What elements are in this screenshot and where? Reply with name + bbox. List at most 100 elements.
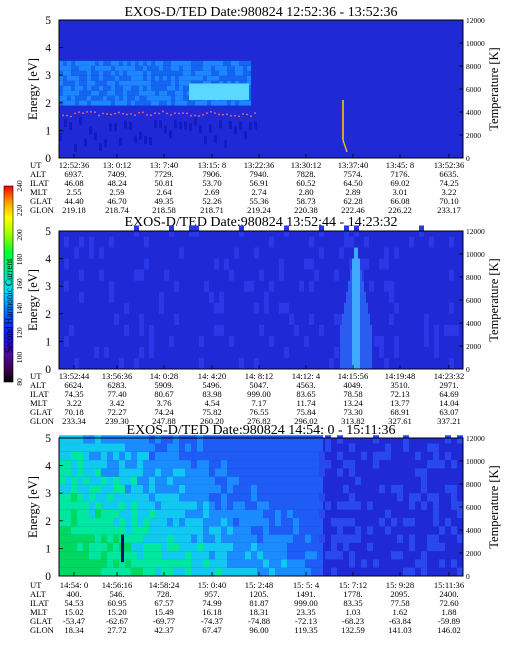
spectrogram-cell <box>95 90 99 96</box>
spectrogram-cell <box>311 518 317 527</box>
spectrogram-cell <box>299 468 305 477</box>
table-cell: 14:54: 0 <box>60 580 88 590</box>
spectrogram-cell <box>314 269 319 281</box>
spectrogram-cell <box>131 70 135 76</box>
spectrogram-cell <box>89 526 95 535</box>
table-cell: 3.01 <box>392 187 407 197</box>
spectrogram-cell <box>275 476 281 485</box>
spectrogram-cell <box>231 60 235 66</box>
spectrogram-cell <box>305 518 311 527</box>
spectrogram-cell <box>149 559 155 568</box>
spectrogram-cell <box>231 83 234 101</box>
data-point <box>230 115 232 117</box>
spectrogram-cell <box>79 80 83 86</box>
spectrogram-cell <box>415 559 421 568</box>
spectrogram-cell <box>163 60 167 66</box>
spectrogram-cell <box>147 65 151 71</box>
spectrogram-cell <box>339 313 344 325</box>
spectrogram-cell <box>137 468 143 477</box>
spectrogram-cell <box>179 518 185 527</box>
spectrogram-cell <box>349 460 355 469</box>
spectrogram-cell <box>207 83 210 101</box>
spectrogram-cell <box>247 75 251 81</box>
spectrogram-cell <box>83 60 87 66</box>
spectrogram-cell <box>179 484 185 494</box>
table-cell: 7176. <box>390 169 409 179</box>
spectrogram-cell <box>293 551 299 560</box>
spectrogram-cell <box>107 75 111 81</box>
spectrogram-cell <box>123 70 127 76</box>
spectrogram-cell <box>397 484 403 494</box>
y2-tick-label: 8000 <box>466 62 481 71</box>
spectrogram-cell <box>235 70 239 76</box>
spectrogram-cell <box>125 476 131 485</box>
data-point <box>114 112 116 115</box>
spectrogram-cell <box>293 476 299 485</box>
spectrogram-cell <box>433 518 439 527</box>
spectrogram-cell <box>245 551 251 560</box>
spectrogram-cell <box>454 324 459 336</box>
spectrogram-cell <box>71 526 77 535</box>
table-cell: 219.18 <box>62 205 86 215</box>
spectrogram-cell <box>449 236 454 248</box>
spectrogram-cell <box>59 476 65 485</box>
spectrogram-cell <box>131 509 137 519</box>
table-cell: 44.40 <box>64 196 83 206</box>
spectrogram-cell <box>171 80 175 86</box>
spectrogram-cell <box>131 484 137 494</box>
spectrogram-cell <box>139 75 143 81</box>
table-cell: 75.82 <box>202 407 221 417</box>
spectrogram-cell <box>155 95 159 101</box>
spectrogram-cell <box>89 476 95 485</box>
spectrogram-cell <box>127 75 131 81</box>
colorbar-gradient <box>3 185 14 383</box>
spectrogram-cell <box>185 559 191 568</box>
spectrogram-cell <box>239 80 243 86</box>
spectrogram-cell <box>175 85 179 91</box>
spectrogram-cell <box>293 460 299 469</box>
spectrogram-cell <box>361 451 367 461</box>
spectrogram-cell <box>71 80 75 86</box>
spectrogram-cell <box>227 526 233 535</box>
table-row-label: UT <box>30 160 42 170</box>
spectrogram-cell <box>127 100 131 106</box>
table-row-label: GLAT <box>30 616 53 626</box>
spectrogram-cell <box>137 551 143 560</box>
spectrogram-cell <box>65 476 71 485</box>
spectrogram-cell <box>209 542 215 552</box>
spectrogram-cell <box>59 60 63 66</box>
table-cell: 2.74 <box>251 187 267 197</box>
spectrogram-cell <box>305 526 311 535</box>
table-cell: 5909. <box>154 380 173 390</box>
table-cell: 14:19:48 <box>385 371 416 381</box>
data-point <box>82 112 84 115</box>
spectrogram-cell <box>367 542 373 552</box>
spectrogram-cell <box>293 501 299 510</box>
spectrogram-cell <box>99 80 103 86</box>
spectrogram-cell <box>143 65 147 71</box>
spectrogram-cell <box>203 484 209 494</box>
spectrogram-cell <box>77 435 83 444</box>
data-point <box>150 114 152 117</box>
table-cell: 327.61 <box>388 416 412 426</box>
spectrogram-cell <box>299 526 305 535</box>
spectrogram-cell <box>65 551 71 560</box>
spectrogram-cell <box>131 493 137 502</box>
spectrogram-cell <box>59 133 62 142</box>
spectrogram-cell <box>63 100 67 106</box>
spectrogram-cell <box>191 435 197 444</box>
spectrogram-cell <box>394 346 399 358</box>
spectrogram-cell <box>64 258 69 270</box>
spectrogram-cell <box>159 90 163 96</box>
spectrogram-cell <box>125 484 131 494</box>
spectrogram-cell <box>191 468 197 477</box>
spectrogram-cell <box>275 567 281 576</box>
spectrogram-cell <box>163 85 167 91</box>
spectrogram-cell <box>65 542 71 552</box>
spectrogram-cell <box>171 75 175 81</box>
spectrogram-cell <box>311 493 317 502</box>
spectrogram-cell <box>149 346 154 358</box>
spectrogram-cell <box>209 526 215 535</box>
orbit-table: UT 12:52:36 13: 0:12 13: 7:40 13:15: 8 13:22:… <box>30 160 465 215</box>
spectrogram-cell <box>409 501 415 510</box>
